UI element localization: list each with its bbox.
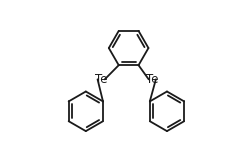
Text: Te: Te <box>94 73 107 86</box>
Text: Te: Te <box>146 73 158 86</box>
